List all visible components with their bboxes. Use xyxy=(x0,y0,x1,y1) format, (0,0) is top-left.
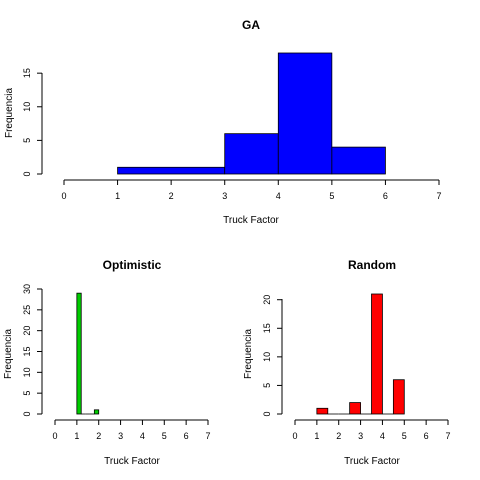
chart-title: Optimistic xyxy=(103,258,162,272)
y-axis-ticks: 0 5 10 15 xyxy=(22,68,42,177)
histogram-bar xyxy=(93,409,100,415)
panel-ga: GA 0 1 2 3 4 5 6 7 0 5 10 15 Truck Factor Frequenc… xyxy=(4,18,442,226)
histogram-bar xyxy=(76,292,82,415)
bars-group xyxy=(76,292,100,415)
x-axis-label: Truck Factor xyxy=(344,456,400,467)
x-tick-label: 2 xyxy=(96,431,101,441)
histogram-bar xyxy=(349,402,361,415)
y-tick-label: 25 xyxy=(22,305,32,315)
x-tick-label: 0 xyxy=(52,431,57,441)
x-tick-label: 5 xyxy=(329,191,334,201)
x-tick-label: 0 xyxy=(292,431,297,441)
x-tick-label: 4 xyxy=(380,431,385,441)
y-axis-label: Frequencia xyxy=(4,88,15,138)
x-tick-label: 4 xyxy=(276,191,281,201)
x-tick-label: 2 xyxy=(169,191,174,201)
y-axis-ticks: 0 5 10 15 20 25 30 xyxy=(22,284,42,417)
y-axis-label: Frequencia xyxy=(243,329,254,379)
y-tick-label: 15 xyxy=(22,68,32,78)
y-tick-label: 20 xyxy=(262,295,272,305)
chart-title: Random xyxy=(348,258,396,272)
x-tick-label: 3 xyxy=(118,431,123,441)
x-tick-label: 5 xyxy=(402,431,407,441)
y-tick-label: 30 xyxy=(22,284,32,294)
x-tick-label: 7 xyxy=(445,431,450,441)
bars-group xyxy=(316,293,405,415)
x-axis-ticks: 0 1 2 3 4 5 6 7 xyxy=(292,420,451,441)
y-axis-ticks: 0 5 10 15 20 xyxy=(262,295,282,417)
y-tick-label: 0 xyxy=(262,411,272,416)
x-tick-label: 6 xyxy=(383,191,388,201)
y-tick-label: 10 xyxy=(262,352,272,362)
x-tick-label: 1 xyxy=(74,431,79,441)
y-tick-label: 5 xyxy=(262,383,272,388)
x-axis-ticks: 0 1 2 3 4 5 6 7 xyxy=(61,180,442,201)
x-axis-label: Truck Factor xyxy=(223,215,279,226)
histogram-bar xyxy=(277,52,333,175)
y-tick-label: 5 xyxy=(22,138,32,143)
x-tick-label: 7 xyxy=(205,431,210,441)
x-tick-label: 4 xyxy=(140,431,145,441)
x-axis-ticks: 0 1 2 3 4 5 6 7 xyxy=(52,420,211,441)
y-tick-label: 0 xyxy=(22,171,32,176)
x-tick-label: 1 xyxy=(115,191,120,201)
y-tick-label: 10 xyxy=(22,367,32,377)
histogram-bar xyxy=(224,133,279,175)
y-tick-label: 20 xyxy=(22,326,32,336)
histogram-bar xyxy=(371,293,383,415)
x-tick-label: 2 xyxy=(336,431,341,441)
panel-random: Random 0 1 2 3 4 5 6 7 0 5 10 15 20 Truck Factor Fr… xyxy=(243,258,451,467)
histogram-bar xyxy=(392,379,405,415)
histogram-bar xyxy=(316,407,329,415)
x-tick-label: 7 xyxy=(436,191,441,201)
x-tick-label: 6 xyxy=(424,431,429,441)
y-tick-label: 5 xyxy=(22,391,32,396)
x-tick-label: 6 xyxy=(184,431,189,441)
y-tick-label: 0 xyxy=(22,411,32,416)
x-tick-label: 1 xyxy=(314,431,319,441)
x-tick-label: 3 xyxy=(222,191,227,201)
x-tick-label: 0 xyxy=(61,191,66,201)
x-tick-label: 5 xyxy=(162,431,167,441)
histogram-bar xyxy=(331,146,386,175)
y-tick-label: 10 xyxy=(22,102,32,112)
chart-title: GA xyxy=(242,18,260,32)
histogram-bar xyxy=(117,166,226,175)
x-tick-label: 3 xyxy=(358,431,363,441)
x-axis-label: Truck Factor xyxy=(104,456,160,467)
y-tick-label: 15 xyxy=(262,323,272,333)
panel-optimistic: Optimistic 0 1 2 3 4 5 6 7 0 5 10 15 20 25 30 Truck F… xyxy=(3,258,211,467)
y-tick-label: 15 xyxy=(22,346,32,356)
bars-group xyxy=(117,52,386,175)
y-axis-label: Frequencia xyxy=(3,329,14,379)
